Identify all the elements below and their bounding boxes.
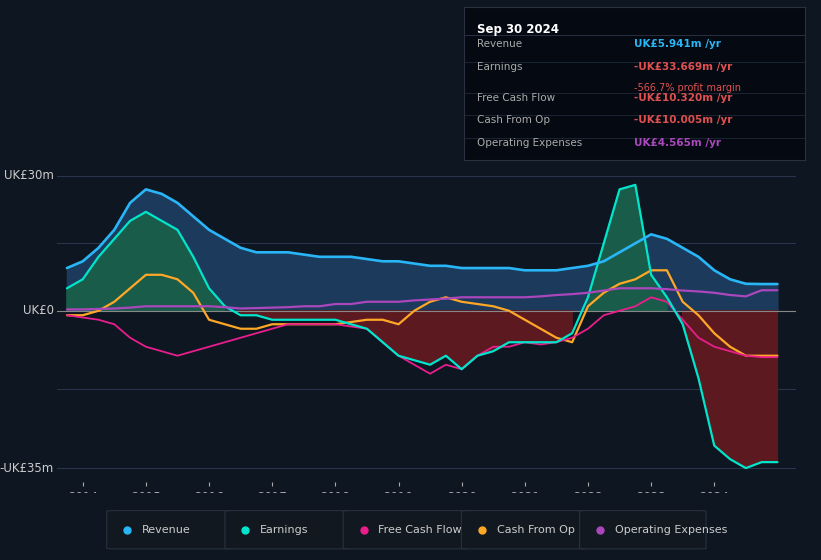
Text: Free Cash Flow: Free Cash Flow: [378, 525, 462, 535]
Text: UK£0: UK£0: [23, 304, 54, 318]
Text: UK£5.941m /yr: UK£5.941m /yr: [635, 39, 721, 49]
Text: Cash From Op: Cash From Op: [497, 525, 575, 535]
Text: -UK£33.669m /yr: -UK£33.669m /yr: [635, 62, 732, 72]
Text: UK£4.565m /yr: UK£4.565m /yr: [635, 138, 721, 148]
Text: Sep 30 2024: Sep 30 2024: [478, 22, 559, 35]
Text: Revenue: Revenue: [142, 525, 190, 535]
Text: Revenue: Revenue: [478, 39, 523, 49]
FancyBboxPatch shape: [461, 511, 588, 549]
Text: Free Cash Flow: Free Cash Flow: [478, 92, 556, 102]
Text: -566.7% profit margin: -566.7% profit margin: [635, 83, 741, 94]
Text: UK£30m: UK£30m: [4, 169, 54, 183]
Text: -UK£10.005m /yr: -UK£10.005m /yr: [635, 115, 732, 125]
FancyBboxPatch shape: [343, 511, 470, 549]
Text: -UK£35m: -UK£35m: [0, 461, 54, 475]
Text: -UK£10.320m /yr: -UK£10.320m /yr: [635, 92, 732, 102]
FancyBboxPatch shape: [225, 511, 351, 549]
Text: Cash From Op: Cash From Op: [478, 115, 551, 125]
Text: Operating Expenses: Operating Expenses: [478, 138, 583, 148]
FancyBboxPatch shape: [107, 511, 233, 549]
Text: Earnings: Earnings: [478, 62, 523, 72]
Text: Earnings: Earnings: [260, 525, 309, 535]
FancyBboxPatch shape: [580, 511, 706, 549]
Text: Operating Expenses: Operating Expenses: [615, 525, 727, 535]
